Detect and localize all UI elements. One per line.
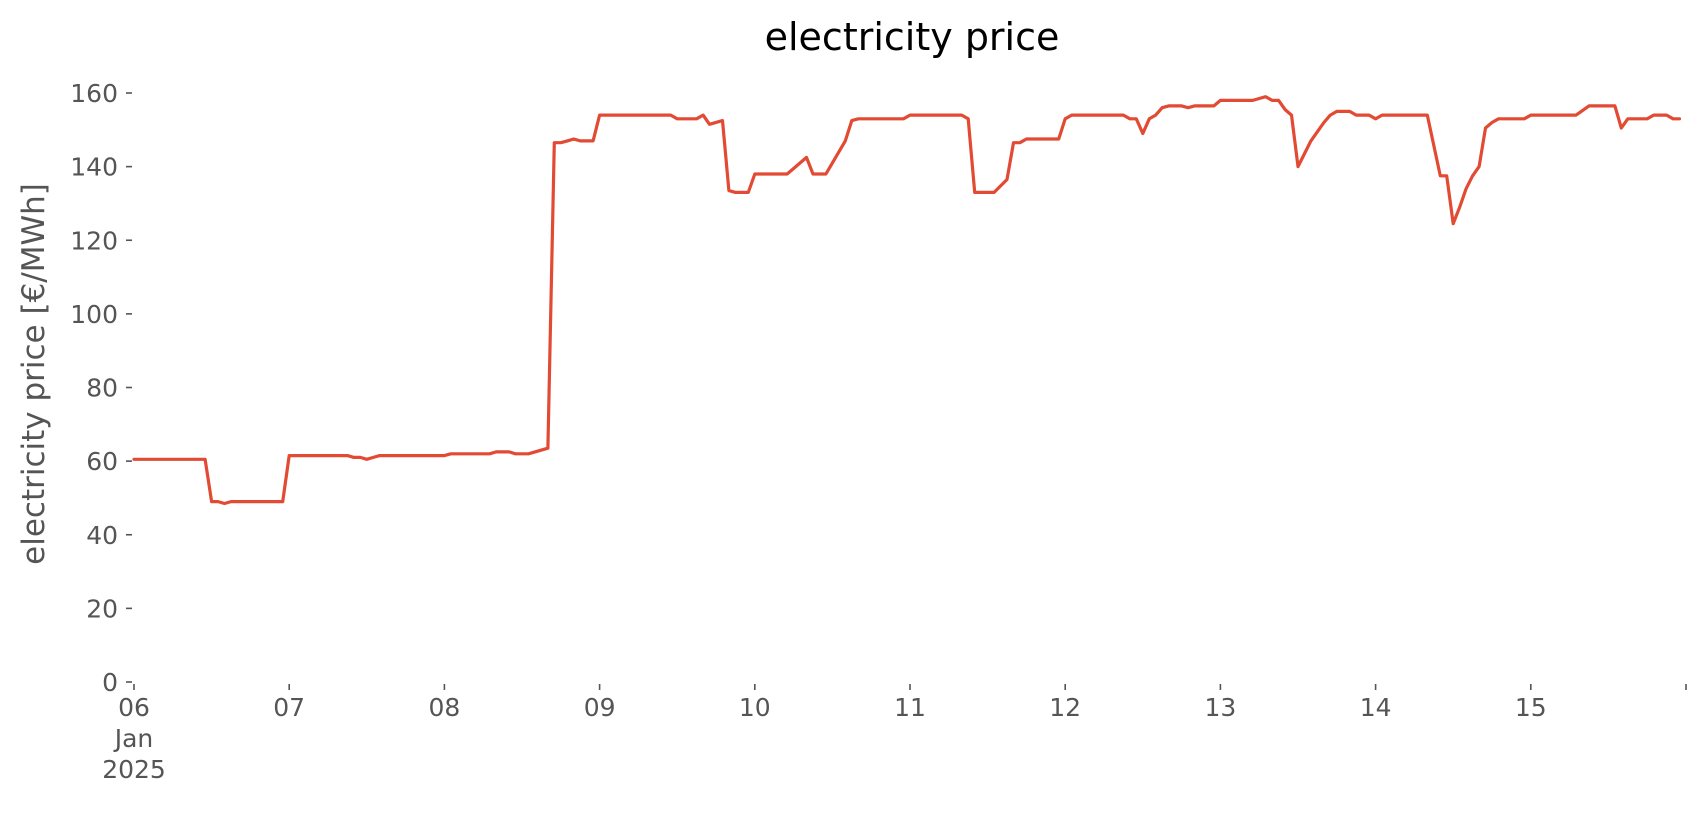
x-tick-label: 07 bbox=[273, 693, 305, 722]
x-tick-label: 10 bbox=[739, 693, 771, 722]
chart-title: electricity price bbox=[765, 15, 1060, 59]
x-tick-label: 12 bbox=[1049, 693, 1081, 722]
x-tick-label: 11 bbox=[894, 693, 926, 722]
y-tick-label: 120 bbox=[70, 226, 118, 255]
x-tick-label: 13 bbox=[1204, 693, 1236, 722]
y-tick-label: 80 bbox=[86, 374, 118, 403]
x-tick-label: 15 bbox=[1515, 693, 1547, 722]
series-line bbox=[132, 95, 1682, 506]
y-tick-label: 160 bbox=[70, 79, 118, 108]
y-tick-label: 40 bbox=[86, 521, 118, 550]
x-tick-label: 09 bbox=[584, 693, 616, 722]
x-tick-label: 14 bbox=[1360, 693, 1392, 722]
y-tick-label: 140 bbox=[70, 153, 118, 182]
y-tick-label: 0 bbox=[102, 668, 118, 697]
x-tick-label: 2025 bbox=[102, 755, 166, 784]
x-tick-label: 06 bbox=[118, 693, 150, 722]
series-group bbox=[132, 95, 1682, 506]
y-tick-label: 60 bbox=[86, 447, 118, 476]
x-tick-label: Jan bbox=[113, 724, 154, 753]
x-tick-label: 08 bbox=[428, 693, 460, 722]
y-axis-label: electricity price [€/MWh] bbox=[16, 183, 52, 565]
y-axis: 0 20 40 60 80 100 120 140 160 bbox=[70, 79, 132, 697]
y-tick-label: 20 bbox=[86, 594, 118, 623]
y-tick-label: 100 bbox=[70, 300, 118, 329]
